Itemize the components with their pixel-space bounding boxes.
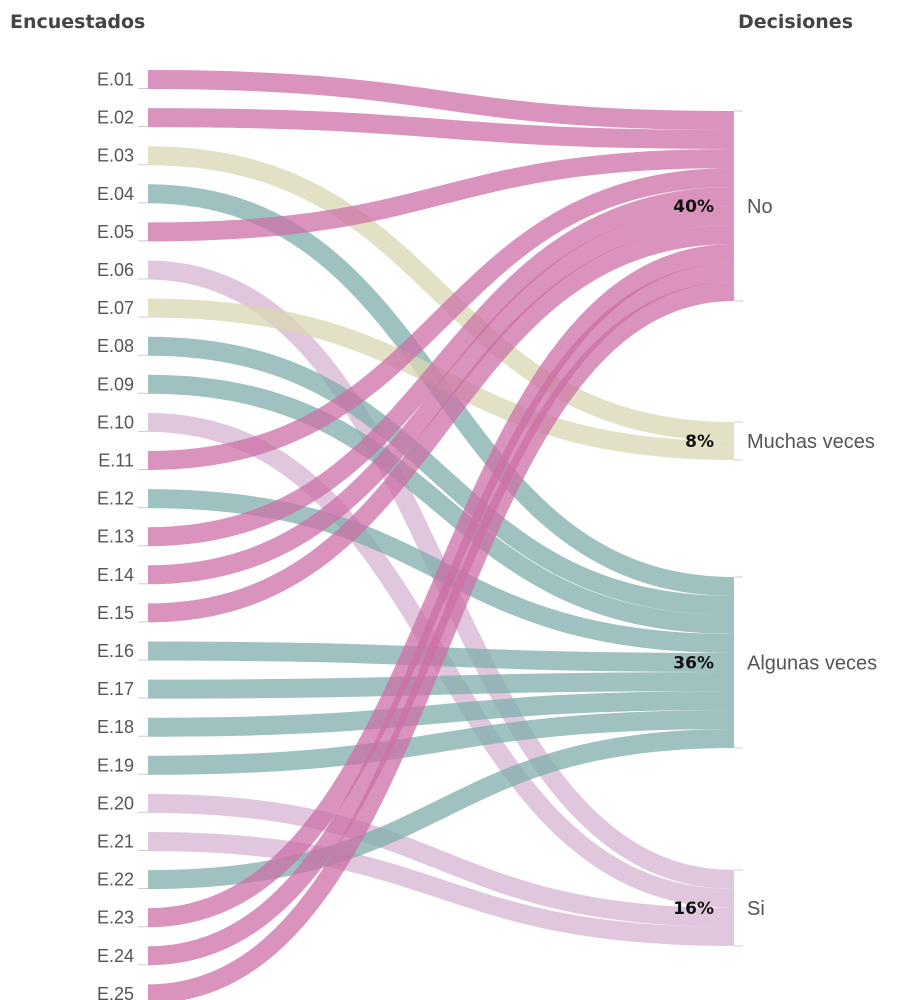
flow-e14-no [147, 206, 735, 585]
respondent-label: E.23 [97, 908, 134, 928]
flow-e18-algunas [147, 691, 735, 737]
flow-e21-si [147, 832, 735, 946]
respondent-label: E.05 [97, 222, 134, 242]
respondent-label: E.24 [97, 946, 134, 966]
percent-label-no: 40% [673, 197, 714, 217]
respondent-label: E.09 [97, 374, 134, 394]
decision-axis: No 40% Muchas veces 8% Algunas veces 36% Si 16% [673, 110, 877, 947]
decision-label-muchas: Muchas veces [747, 431, 875, 453]
flow-e24-no [147, 263, 735, 966]
respondent-label: E.06 [97, 260, 134, 280]
flow-e20-si [147, 793, 735, 927]
decision-label-algunas: Algunas veces [747, 653, 877, 675]
respondent-label: E.14 [97, 565, 134, 585]
source-column-header: Encuestados [10, 11, 145, 33]
target-column-header: Decisiones [738, 11, 853, 33]
respondent-label: E.18 [97, 717, 134, 737]
respondent-label: E.10 [97, 412, 134, 432]
respondent-label: E.16 [97, 641, 134, 661]
respondent-label: E.25 [97, 984, 134, 1000]
percent-label-si: 16% [673, 899, 714, 919]
respondent-label: E.21 [97, 832, 134, 852]
respondent-label: E.03 [97, 146, 134, 166]
respondent-label: E.17 [97, 679, 134, 699]
flow-e17-algunas [147, 672, 735, 699]
decision-label-si: Si [747, 898, 765, 920]
respondent-label: E.01 [97, 70, 134, 90]
decision-label-no: No [747, 196, 773, 218]
flow-e03-muchas [147, 146, 735, 441]
respondent-label: E.20 [97, 793, 134, 813]
respondent-label: E.11 [98, 451, 134, 471]
flow-e25-no [147, 282, 735, 1000]
respondent-label: E.04 [97, 184, 134, 204]
flow-e09-algunas [147, 374, 735, 634]
respondent-label: E.22 [97, 870, 134, 890]
flow-e13-no [147, 187, 735, 547]
flow-e01-no [147, 70, 735, 130]
percent-label-muchas: 8% [685, 432, 714, 452]
respondent-label: E.19 [97, 755, 134, 775]
respondent-label: E.08 [97, 336, 134, 356]
flow-e05-no [147, 149, 735, 242]
flow-e23-no [147, 244, 735, 928]
respondent-label: E.12 [97, 489, 134, 509]
respondent-label: E.07 [97, 298, 134, 318]
flow-e15-no [147, 225, 735, 623]
flow-e11-no [147, 168, 735, 470]
flow-e19-algunas [147, 710, 735, 775]
respondent-label: E.15 [97, 603, 134, 623]
flow-layer [147, 70, 735, 1000]
flow-e02-no [147, 108, 735, 149]
respondent-axis: E.01 E.02 E.03 E.04 E.05 E.06 E.07 E.08 E.09 E.10… [97, 70, 148, 1000]
respondent-label: E.02 [97, 108, 134, 128]
flow-e08-algunas [147, 336, 735, 615]
respondent-label: E.13 [97, 527, 134, 547]
percent-label-algunas: 36% [673, 654, 714, 674]
